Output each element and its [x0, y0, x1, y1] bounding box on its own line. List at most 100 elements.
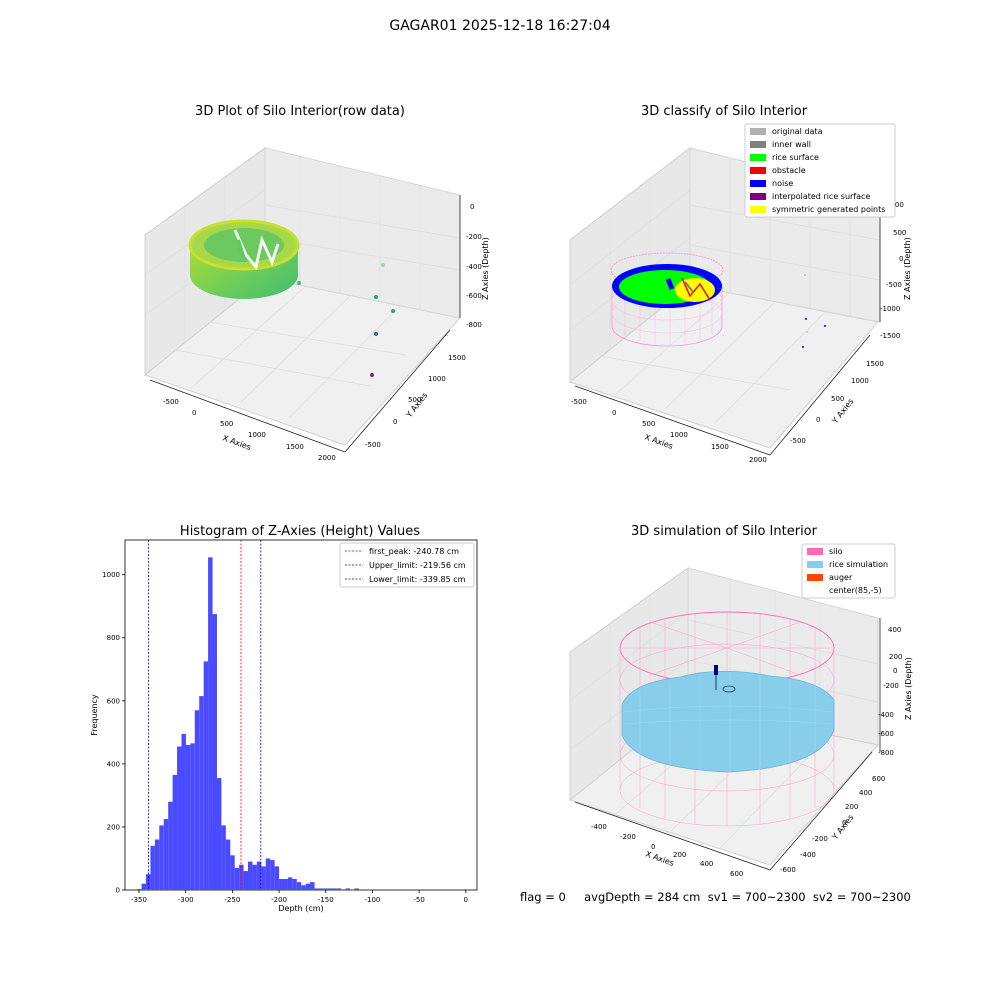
p1-xtick: -500 [163, 398, 179, 406]
p1-point [374, 295, 378, 299]
p2-xtick: 2000 [749, 456, 767, 464]
legend-swatch [750, 180, 766, 187]
hist-bar [159, 825, 164, 890]
p1-ytick: 0 [393, 418, 397, 426]
p1-ztick: -200 [466, 233, 482, 241]
hist-bar [301, 885, 306, 890]
legend-swatch [750, 128, 766, 135]
legend-label: auger [829, 573, 853, 582]
p2-ztick: -1000 [880, 305, 900, 313]
hist-bar [283, 878, 288, 890]
panel4-title: 3D simulation of Silo Interior [631, 524, 817, 539]
hist-bar [137, 889, 142, 890]
hist-bar [292, 878, 297, 890]
p1-point [391, 309, 395, 313]
p4-ztick: -200 [883, 682, 899, 690]
legend-label: rice simulation [829, 560, 888, 569]
hist-bar [172, 774, 178, 890]
hist-bar [354, 888, 359, 890]
hist-bar [150, 845, 155, 890]
p4-ytick: 200 [845, 803, 858, 811]
p1-zlabel: Z Axies (Depth) [481, 237, 490, 300]
hist-xtick: 0 [464, 896, 468, 904]
hist-bar [225, 839, 231, 890]
legend-swatch [807, 574, 823, 581]
legend-swatch [750, 141, 766, 148]
hist-ytick: 1000 [102, 571, 120, 579]
hist-bar [323, 888, 328, 890]
figure-title: GAGAR01 2025-12-18 16:27:04 [389, 18, 611, 34]
legend-label: center(85,-5) [829, 586, 882, 595]
p4-xtick: 400 [700, 860, 713, 868]
status-line: flag = 0 avgDepth = 284 cm sv1 = 700~230… [520, 890, 911, 904]
hist-bar [185, 744, 191, 890]
p2-ytick: 0 [816, 416, 820, 424]
hist-bar [265, 858, 271, 890]
p1-point [370, 373, 374, 377]
hist-ytick: 0 [116, 887, 120, 895]
p1-xtick: 1000 [248, 431, 266, 439]
hist-bar [190, 743, 195, 890]
legend-swatch [750, 167, 766, 174]
p2-ytick: 1000 [851, 377, 869, 385]
hist-bar [141, 883, 147, 890]
hist-bar [274, 866, 280, 890]
auger-marker [714, 665, 718, 675]
legend-label: silo [829, 547, 843, 556]
p1-point [381, 263, 385, 267]
p2-xtick: -500 [571, 398, 587, 406]
p2-xtick: 1000 [670, 431, 688, 439]
hist-bar [314, 888, 319, 890]
legend-label: interpolated rice surface [772, 192, 870, 201]
panel2-title: 3D classify of Silo Interior [640, 104, 808, 119]
p2-point [805, 318, 807, 320]
legend-label: obstacle [772, 166, 806, 175]
hist-bar [318, 888, 324, 890]
legend-swatch [750, 193, 766, 200]
p4-ylabel: Y Axies [830, 813, 856, 842]
p1-xtick: 500 [220, 420, 233, 428]
hist-bar [270, 860, 275, 890]
panel1-outlier-points [297, 263, 395, 377]
hist-xtick: -350 [131, 896, 147, 904]
p1-ztick: -400 [466, 263, 482, 271]
p4-ztick: -400 [878, 711, 894, 719]
panel1-tick-labels: -500 0 500 1000 1500 2000 -500 0 500 100… [163, 203, 482, 462]
legend-label: first_peak: -240.78 cm [369, 547, 459, 556]
legend-label: Upper_limit: -219.56 cm [369, 561, 466, 570]
p1-point [297, 281, 301, 285]
hist-ytick: 400 [107, 760, 120, 768]
p2-point [824, 325, 826, 327]
p4-ytick: 600 [872, 775, 885, 783]
legend-swatch [807, 548, 823, 555]
hist-ytick: 200 [107, 823, 120, 831]
hist-xtick: -50 [413, 896, 424, 904]
p4-zlabel: Z Axies (Depth) [904, 657, 913, 720]
legend-label: symmetric generated points [772, 205, 885, 214]
p4-ztick: -600 [878, 730, 894, 738]
p1-xtick: 1500 [286, 443, 304, 451]
p4-ytick: -400 [800, 851, 816, 859]
p1-ytick: 1000 [428, 375, 446, 383]
p2-ztick: 0 [899, 255, 903, 263]
hist-bar [243, 871, 249, 890]
p1-ztick: 0 [470, 203, 474, 211]
p1-xtick: 2000 [318, 454, 336, 462]
hist-bar [279, 878, 284, 890]
hist-yticks: 0 200 400 600 800 1000 [102, 571, 125, 895]
hist-bar [287, 877, 293, 890]
hist-bar [296, 882, 302, 890]
hist-ytick: 600 [107, 697, 120, 705]
p1-ztick: -800 [466, 321, 482, 329]
p2-point [804, 274, 806, 276]
panel3-title: Histogram of Z-Axies (Height) Values [179, 524, 421, 539]
hist-bar [310, 882, 315, 890]
hist-bar [154, 839, 160, 890]
hist-bar [199, 696, 204, 890]
p1-ytick: 1500 [448, 354, 466, 362]
hist-vlines [148, 540, 262, 890]
p2-ytick: 500 [831, 395, 844, 403]
hist-bar [212, 614, 217, 890]
p4-xtick: -400 [591, 823, 607, 831]
